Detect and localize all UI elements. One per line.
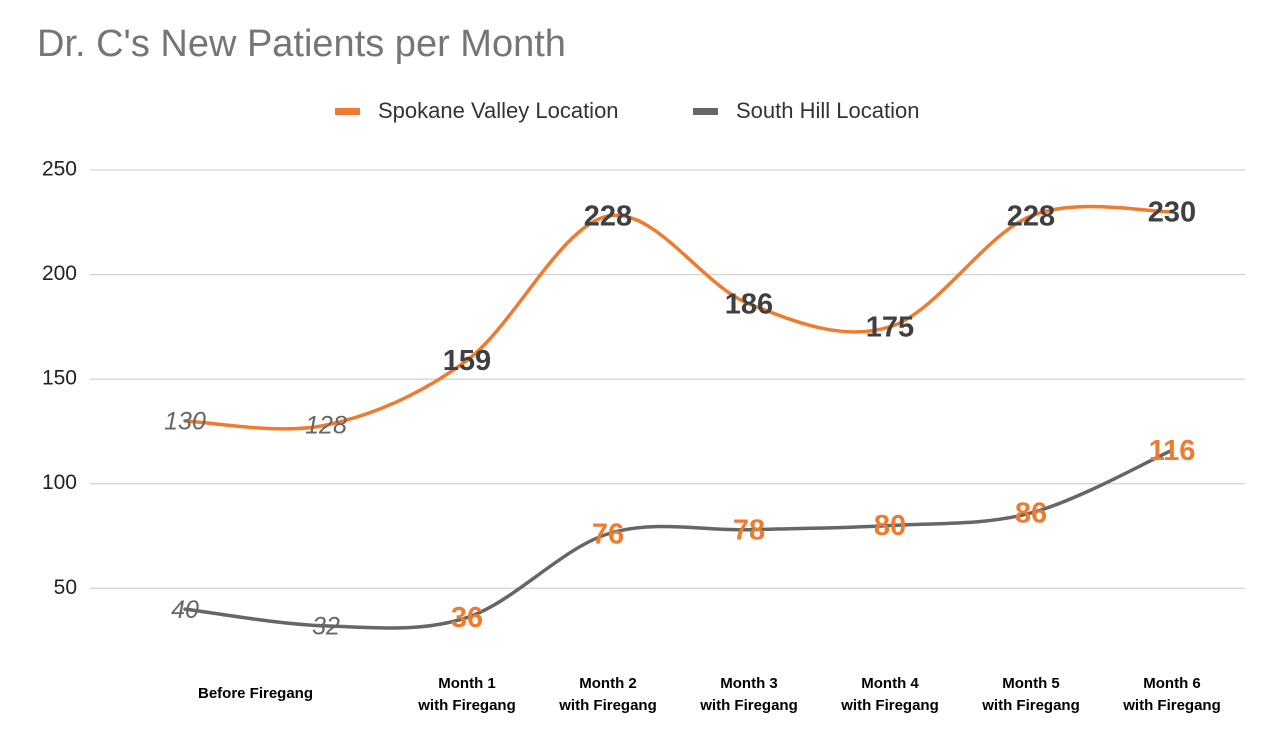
data-label: 130 bbox=[164, 408, 206, 436]
data-label: 86 bbox=[1015, 498, 1047, 530]
data-label: 159 bbox=[443, 345, 491, 377]
data-label: 228 bbox=[1007, 201, 1055, 233]
legend-label: South Hill Location bbox=[736, 98, 919, 123]
data-label: 78 bbox=[733, 514, 765, 546]
data-label: 116 bbox=[1149, 435, 1196, 467]
y-tick-label: 200 bbox=[42, 262, 77, 285]
legend-label: Spokane Valley Location bbox=[378, 98, 619, 123]
data-label: 228 bbox=[584, 201, 632, 233]
data-label: 80 bbox=[874, 510, 906, 542]
legend-swatch bbox=[335, 108, 360, 115]
x-tick-label: Month 5 with Firegang bbox=[981, 675, 1080, 714]
y-tick-label: 100 bbox=[42, 471, 77, 494]
y-tick-label: 150 bbox=[42, 367, 77, 390]
y-tick-label: 50 bbox=[54, 576, 77, 599]
data-label: 186 bbox=[725, 288, 773, 320]
x-tick-label: Month 2 with Firegang bbox=[558, 675, 657, 714]
x-tick-label: Month 4 with Firegang bbox=[840, 675, 939, 714]
data-label: 128 bbox=[305, 412, 347, 440]
data-label: 32 bbox=[312, 613, 340, 641]
x-tick-label: Month 6 with Firegang bbox=[1122, 675, 1221, 714]
data-label: 76 bbox=[592, 519, 624, 551]
data-label: 230 bbox=[1148, 196, 1196, 228]
x-tick-label: Before Firegang bbox=[198, 685, 313, 702]
chart-title: Dr. C's New Patients per Month bbox=[37, 23, 566, 65]
x-tick-label: Month 1 with Firegang bbox=[417, 675, 516, 714]
line-series bbox=[183, 204, 1174, 431]
x-tick-label: Month 3 with Firegang bbox=[699, 675, 798, 714]
data-label: 175 bbox=[866, 312, 914, 344]
line-series bbox=[183, 448, 1174, 630]
data-label: 40 bbox=[171, 596, 199, 624]
y-tick-label: 250 bbox=[42, 158, 77, 181]
legend-swatch bbox=[693, 108, 718, 115]
data-label: 36 bbox=[451, 602, 483, 634]
